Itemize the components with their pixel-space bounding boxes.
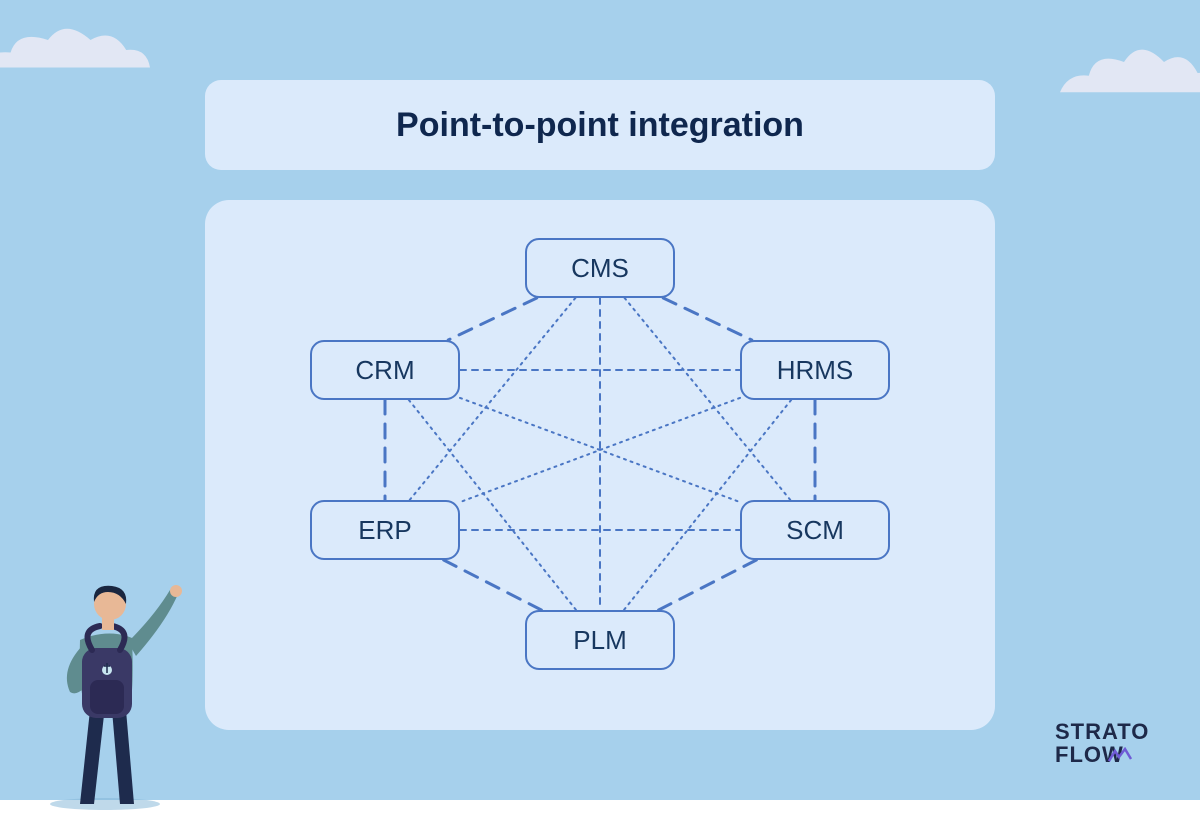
node-hrms: HRMS bbox=[740, 340, 890, 400]
title-text: Point-to-point integration bbox=[396, 106, 804, 145]
hiker-illustration bbox=[20, 560, 190, 810]
cloud-right bbox=[1060, 40, 1200, 100]
node-cms: CMS bbox=[525, 238, 675, 298]
node-crm: CRM bbox=[310, 340, 460, 400]
node-plm: PLM bbox=[525, 610, 675, 670]
brand-logo: STRATO FLOW bbox=[1055, 720, 1149, 766]
cloud-left bbox=[0, 20, 150, 75]
node-erp: ERP bbox=[310, 500, 460, 560]
node-scm: SCM bbox=[740, 500, 890, 560]
logo-line1: STRATO bbox=[1055, 720, 1149, 743]
title-box: Point-to-point integration bbox=[205, 80, 995, 170]
logo-accent-icon bbox=[1107, 747, 1137, 767]
